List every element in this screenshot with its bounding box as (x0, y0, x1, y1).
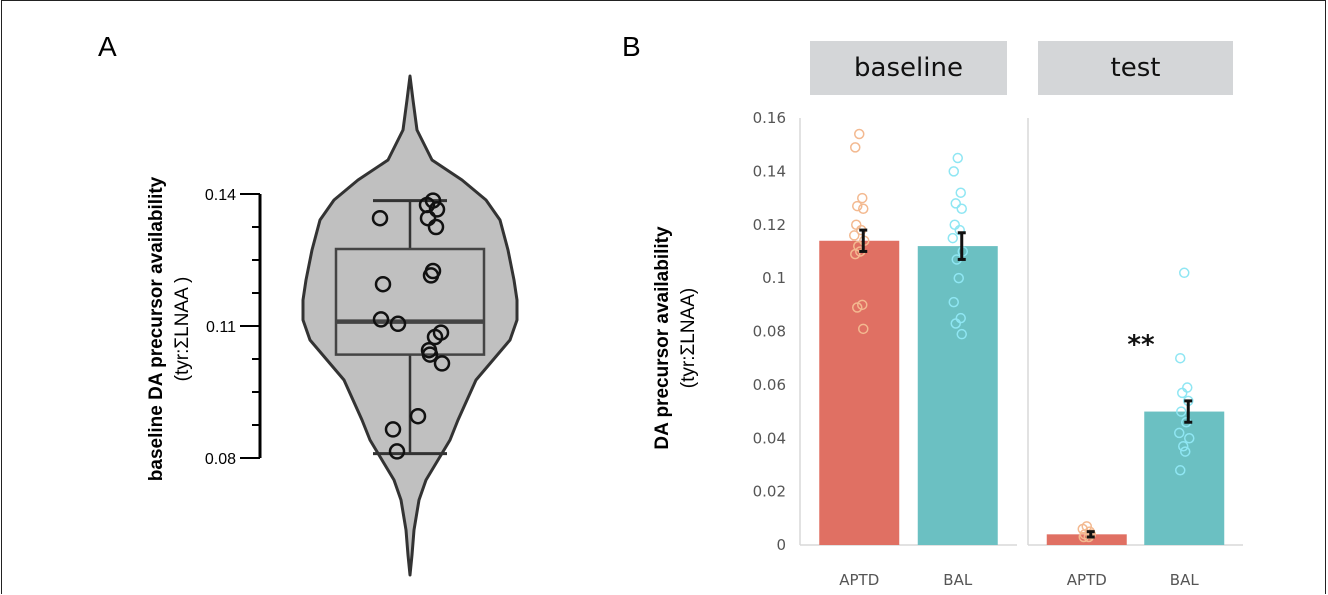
data-point-baseline-aptd (850, 142, 861, 153)
data-point-baseline-bal (948, 296, 959, 308)
data-point-test-bal (1180, 446, 1191, 457)
violin-shape (301, 74, 519, 577)
violin-data-point (388, 443, 406, 460)
panel-a-letter: A (98, 31, 117, 62)
panel-b-plot: 0 0.02 0.04 0.06 0.08 0.1 0.12 0.14 0.16 APTD BAL A… (753, 109, 1243, 589)
data-point-test-aptd (1085, 529, 1096, 540)
data-point-baseline-aptd (858, 203, 869, 214)
data-point-baseline-aptd (857, 192, 868, 204)
panel-b-tick-label: 0.12 (753, 216, 786, 234)
data-point-test-bal (1174, 427, 1185, 439)
x-tick-label-bal: BAL (1170, 571, 1200, 589)
violin-data-point (409, 407, 427, 425)
data-point-baseline-bal (956, 328, 967, 340)
panel-b-ylabel-line2: (tyr:ΣLNAA) (678, 288, 699, 388)
facet-strip-baseline (810, 41, 1007, 95)
data-point-baseline-bal (950, 198, 961, 209)
x-tick-label-bal: BAL (943, 571, 973, 589)
data-point-baseline-aptd (852, 302, 863, 313)
violin-data-point (426, 328, 444, 346)
data-point-test-bal (1184, 433, 1195, 444)
panel-b-tick-label: 0.16 (753, 109, 786, 127)
data-point-test-bal (1176, 406, 1187, 417)
x-tick-label-aptd: APTD (839, 571, 879, 589)
violin-data-point (374, 275, 392, 293)
data-point-baseline-aptd (857, 299, 868, 311)
violin-data-point (433, 355, 451, 372)
panel-a-ylabel-line2: (tyr:ΣLNAA ) (172, 277, 193, 382)
facet-strip-test (1038, 41, 1233, 95)
data-point-baseline-bal (955, 187, 966, 198)
data-point-baseline-bal (953, 272, 964, 284)
violin-data-point (421, 346, 439, 363)
panel-b-tick-label: 0.06 (753, 376, 786, 394)
bar-baseline-aptd (819, 240, 900, 545)
data-point-baseline-aptd (854, 128, 865, 140)
data-point-baseline-bal (950, 318, 961, 329)
data-point-baseline-bal (949, 219, 960, 230)
bar-baseline-bal (917, 246, 998, 545)
panel-b-tick-label: 0.02 (753, 483, 786, 501)
facet-label-baseline: baseline (854, 53, 963, 83)
violin-data-point (371, 209, 389, 227)
data-point-baseline-aptd (850, 248, 861, 260)
panel-a-tick-label: 0.08 (205, 451, 236, 468)
violin-data-point (389, 315, 407, 333)
box-iqr (334, 247, 486, 356)
violin-data-point (428, 201, 446, 218)
data-point-test-bal (1178, 441, 1189, 452)
data-point-test-aptd (1077, 523, 1088, 535)
violin-data-point (384, 421, 402, 438)
data-point-baseline-aptd (849, 230, 860, 241)
panel-a-tick-label: 0.14 (205, 187, 236, 204)
panel-b-letter: B (622, 31, 641, 62)
violin-data-point (422, 267, 440, 284)
panel-b-tick-label: 0.04 (753, 429, 786, 447)
panel-a-tick-label: 0.11 (206, 319, 236, 336)
panel-b-tick-label: 0.14 (753, 162, 786, 180)
data-point-baseline-bal (954, 224, 965, 236)
panel-b-tick-label: 0.1 (762, 269, 786, 287)
data-point-baseline-bal (952, 152, 963, 164)
panel-b-ylabel-line1: DA precursor availability (652, 226, 673, 450)
data-point-baseline-aptd (852, 200, 863, 212)
data-point-test-bal (1175, 352, 1186, 364)
data-point-baseline-bal (956, 203, 967, 214)
x-tick-label-aptd: APTD (1067, 571, 1107, 589)
violin-data-point (372, 311, 390, 328)
data-point-test-bal (1179, 267, 1190, 279)
significance-marker: ** (1127, 330, 1155, 360)
panel-a-ylabel-line1: baseline DA precursor availability (146, 176, 167, 481)
violin-data-point (427, 218, 445, 236)
panel-b-tick-label: 0.08 (753, 323, 786, 341)
panel-a-plot: 0.08 0.11 0.14 (205, 74, 519, 577)
data-point-baseline-bal (948, 166, 959, 177)
data-point-test-bal (1177, 387, 1188, 399)
data-point-baseline-aptd (851, 219, 862, 230)
data-point-test-bal (1175, 465, 1186, 476)
facet-label-test: test (1111, 53, 1161, 83)
panel-b-tick-label: 0 (776, 536, 786, 554)
data-point-baseline-aptd (858, 323, 869, 335)
data-point-baseline-bal (947, 232, 958, 244)
data-point-test-bal (1182, 382, 1193, 393)
